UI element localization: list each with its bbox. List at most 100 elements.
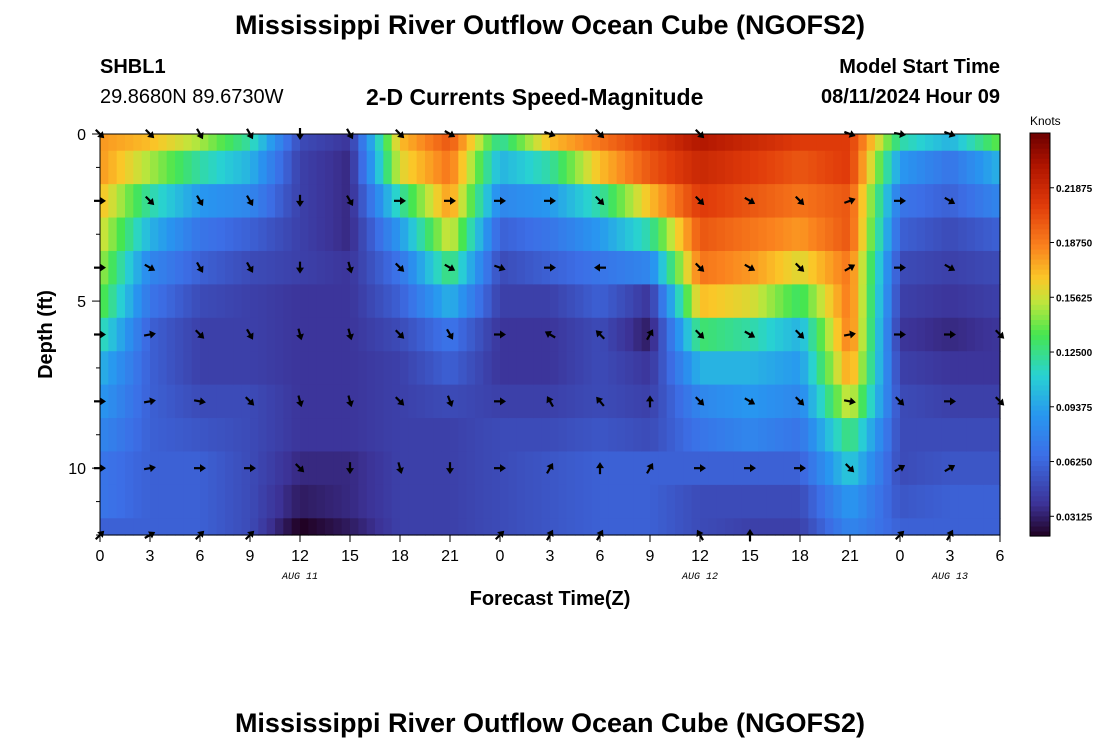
heatmap-cell	[575, 217, 584, 252]
heatmap-cell	[583, 418, 593, 453]
heatmap-cell	[608, 418, 618, 453]
heatmap-cell	[691, 317, 701, 352]
heatmap-cell	[225, 150, 234, 185]
heatmap-cell	[550, 484, 559, 519]
heatmap-cell	[383, 150, 393, 185]
heatmap-cell	[933, 184, 943, 219]
colorbar-segment	[1030, 420, 1050, 426]
heatmap-cell	[108, 384, 118, 419]
heatmap-cell	[150, 418, 159, 453]
heatmap-cell	[183, 518, 193, 536]
heatmap-cell	[883, 384, 893, 419]
heatmap-cell	[683, 284, 693, 319]
heatmap-cell	[558, 217, 568, 252]
heatmap-cell	[708, 134, 718, 152]
heatmap-cell	[716, 451, 726, 486]
heatmap-cell	[183, 184, 193, 219]
current-vector	[843, 130, 856, 138]
heatmap-cell	[166, 484, 176, 519]
heatmap-cell	[425, 418, 434, 453]
heatmap-cell	[858, 250, 868, 285]
colorbar-tick-label: 0.21875	[1056, 184, 1093, 195]
heatmap-cell	[716, 250, 726, 285]
heatmap-cell	[975, 351, 984, 386]
heatmap-cell	[133, 384, 143, 419]
heatmap-cell	[850, 134, 859, 152]
heatmap-cell	[400, 134, 409, 152]
heatmap-cell	[300, 484, 309, 519]
heatmap-cell	[700, 351, 709, 386]
heatmap-cell	[358, 217, 368, 252]
heatmap-cell	[816, 217, 826, 252]
heatmap-cell	[516, 384, 526, 419]
heatmap-cell	[408, 418, 418, 453]
heatmap-cell	[933, 484, 943, 519]
heatmap-cell	[750, 134, 759, 152]
heatmap-cell	[708, 518, 718, 536]
heatmap-cell	[166, 134, 176, 152]
current-vector	[346, 128, 354, 140]
heatmap-cell	[700, 134, 709, 152]
heatmap-cell	[575, 384, 584, 419]
heatmap-cell	[441, 150, 451, 185]
heatmap-cell	[158, 134, 168, 152]
heatmap-cell	[541, 418, 551, 453]
heatmap-cell	[350, 484, 359, 519]
heatmap-cell	[741, 150, 751, 185]
heatmap-cell	[250, 317, 259, 352]
colorbar-tick-label: 0.09375	[1056, 403, 1093, 414]
heatmap-cell	[300, 217, 309, 252]
heatmap-cell	[691, 418, 701, 453]
heatmap-cell	[733, 384, 743, 419]
heatmap-cell	[825, 384, 834, 419]
colorbar-segment	[1030, 284, 1050, 290]
heatmap-cell	[875, 518, 884, 536]
heatmap-cell	[991, 284, 1001, 319]
heatmap-cell	[925, 284, 934, 319]
heatmap-cell	[850, 184, 859, 219]
x-axis-label: Forecast Time(Z)	[470, 588, 631, 610]
colorbar-segment	[1030, 374, 1050, 381]
heatmap-cell	[208, 134, 218, 152]
heatmap-cell	[941, 518, 951, 536]
heatmap-cell	[608, 384, 618, 419]
heatmap-cell	[508, 134, 518, 152]
heatmap-cell	[400, 250, 409, 285]
heatmap-cell	[725, 451, 734, 486]
y-axis-label: Depth (ft)	[35, 290, 57, 379]
heatmap-cell	[566, 518, 576, 536]
heatmap-cell	[558, 134, 568, 152]
heatmap-cell	[191, 418, 201, 453]
current-vector	[694, 195, 705, 206]
heatmap-cell	[266, 518, 276, 536]
heatmap-cell	[875, 184, 884, 219]
current-vector	[143, 330, 156, 339]
heatmap-cell	[516, 250, 526, 285]
heatmap-cell	[866, 518, 876, 536]
heatmap-cell	[916, 250, 926, 285]
x-tick-label: 9	[246, 548, 255, 565]
heatmap-cell	[808, 184, 818, 219]
heatmap-cell	[533, 384, 543, 419]
heatmap-cell	[258, 284, 268, 319]
heatmap-cell	[883, 317, 893, 352]
heatmap-cell	[116, 484, 126, 519]
heatmap-cell	[333, 150, 343, 185]
heatmap-cell	[733, 217, 743, 252]
heatmap-cell	[300, 317, 309, 352]
heatmap-cell	[791, 484, 801, 519]
heatmap-cell	[341, 384, 351, 419]
heatmap-cell	[458, 484, 468, 519]
heatmap-cell	[275, 384, 284, 419]
heatmap-cell	[808, 150, 818, 185]
x-tick-label: 18	[391, 548, 409, 565]
heatmap-cell	[333, 518, 343, 536]
heatmap-cell	[858, 317, 868, 352]
heatmap-cell	[741, 384, 751, 419]
heatmap-cell	[591, 351, 601, 386]
heatmap-cell	[108, 250, 118, 285]
heatmap-cell	[591, 518, 601, 536]
heatmap-cell	[633, 250, 643, 285]
heatmap-cell	[800, 484, 809, 519]
